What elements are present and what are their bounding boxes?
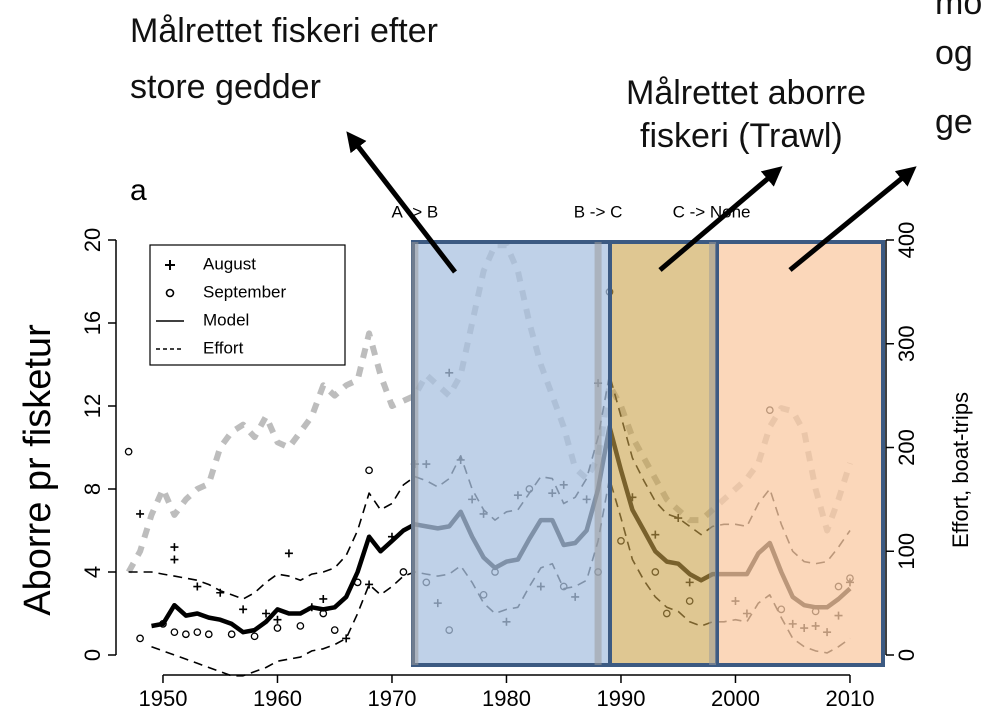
y2-axis-label: Effort, boat-trips xyxy=(948,392,973,548)
point-september xyxy=(182,630,190,639)
legend-label: Model xyxy=(203,310,249,329)
x-tick-label: 1990 xyxy=(596,686,645,711)
region-gold xyxy=(608,240,719,667)
legend-box xyxy=(149,244,346,366)
x-tick-label: 2010 xyxy=(825,686,874,711)
transition-label: A -> B xyxy=(391,202,438,221)
point-august xyxy=(239,605,248,614)
point-august xyxy=(284,549,293,558)
point-september xyxy=(124,447,133,456)
legend: August September Model Effort xyxy=(149,244,346,366)
period-regions xyxy=(411,240,885,667)
y-axis-label: Aborre pr fisketur xyxy=(17,324,59,616)
legend-label: September xyxy=(203,282,286,301)
point-august xyxy=(319,594,328,603)
transition-label: C -> None xyxy=(673,202,751,221)
point-september xyxy=(227,630,236,639)
y2-tick-label: 0 xyxy=(894,649,919,661)
arrow xyxy=(788,166,917,272)
annotation: Målrettet aborre xyxy=(626,74,866,112)
point-september xyxy=(273,624,282,632)
interval-line xyxy=(128,374,851,600)
region-blue xyxy=(411,240,612,667)
point-september xyxy=(365,466,373,475)
annotation: Målrettet fiskeri efter xyxy=(130,12,438,50)
panel-label: a xyxy=(130,174,147,207)
y2-tick-label: 200 xyxy=(894,429,919,466)
y-tick-label: 8 xyxy=(80,483,105,495)
point-august xyxy=(170,543,179,552)
point-august xyxy=(273,615,282,624)
legend-label: Effort xyxy=(203,338,244,357)
legend-label: August xyxy=(203,254,256,273)
y-tick-label: 20 xyxy=(80,228,105,252)
y2-tick-label: 300 xyxy=(894,325,919,362)
x-tick-label: 1980 xyxy=(482,686,531,711)
point-august xyxy=(170,555,179,564)
y-tick-label: 0 xyxy=(80,649,105,661)
y2-tick-label: 400 xyxy=(894,222,919,259)
annotation: og xyxy=(935,34,973,72)
point-september xyxy=(204,630,213,639)
x-tick-label: 1950 xyxy=(138,686,187,711)
point-september xyxy=(330,626,339,634)
point-september xyxy=(296,622,305,630)
point-august xyxy=(193,582,202,591)
region-orange xyxy=(715,240,885,667)
arrow xyxy=(658,166,783,272)
point-september xyxy=(399,568,408,576)
annotation: fiskeri (Trawl) xyxy=(640,117,843,155)
x-tick-label: 1970 xyxy=(367,686,416,711)
y-tick-label: 12 xyxy=(80,394,105,418)
point-august xyxy=(136,509,145,518)
point-september xyxy=(170,628,179,637)
legend-marker xyxy=(165,260,175,270)
point-august xyxy=(262,609,271,618)
point-september xyxy=(250,632,259,641)
arrow xyxy=(346,131,457,274)
annotation: store gedder xyxy=(130,68,321,106)
x-tick-label: 1960 xyxy=(253,686,302,711)
x-tick-label: 2000 xyxy=(711,686,760,711)
legend-marker xyxy=(165,288,175,298)
y-tick-label: 16 xyxy=(80,311,105,335)
annotation: ge xyxy=(935,103,973,141)
transition-label: B -> C xyxy=(574,202,623,221)
point-september xyxy=(136,634,144,643)
arrows xyxy=(346,131,917,274)
point-august xyxy=(365,580,374,589)
annotation: mo xyxy=(935,0,982,22)
y2-tick-label: 100 xyxy=(894,533,919,570)
point-september xyxy=(193,628,202,637)
point-august xyxy=(342,634,351,643)
y-tick-label: 4 xyxy=(80,566,105,578)
